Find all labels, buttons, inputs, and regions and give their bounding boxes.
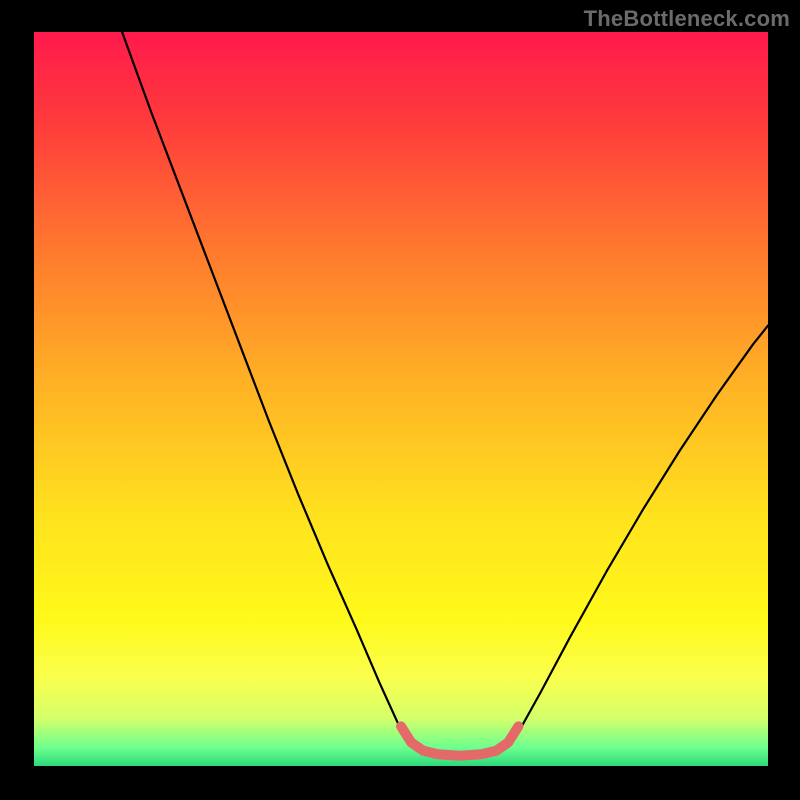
optimal-range-marker: [34, 32, 768, 766]
chart-root: { "watermark": { "text": "TheBottleneck.…: [0, 0, 800, 800]
watermark-text: TheBottleneck.com: [584, 6, 790, 32]
plot-area: [34, 32, 768, 766]
